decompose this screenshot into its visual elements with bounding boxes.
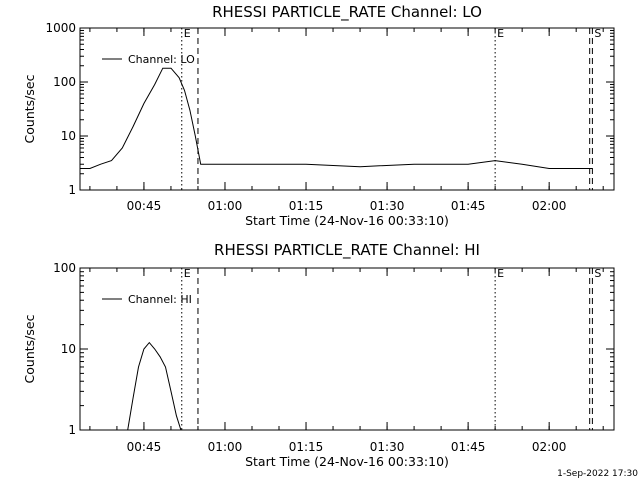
x-axis-label: Start Time (24-Nov-16 00:33:10): [245, 213, 449, 228]
event-marker-label: E: [184, 267, 191, 280]
hi-channel-panel: RHESSI PARTICLE_RATE Channel: HI 1 10 100 00…: [22, 241, 615, 469]
legend-label: Channel: LO: [128, 53, 195, 66]
x-tick-label: 00:45: [127, 199, 162, 213]
x-tick-label: 01:30: [370, 199, 405, 213]
x-tick-label: 02:00: [532, 199, 567, 213]
chart-title: RHESSI PARTICLE_RATE Channel: LO: [212, 3, 482, 22]
event-marker-label: E: [497, 267, 504, 280]
y-tick-label: 10: [61, 129, 76, 143]
x-tick-label: 01:45: [451, 440, 486, 454]
x-tick-label: 01:00: [208, 199, 243, 213]
data-series-line: [80, 67, 593, 169]
event-marker-label: S: [594, 27, 601, 40]
x-tick-label: 01:30: [370, 440, 405, 454]
x-tick-label: 01:15: [289, 440, 324, 454]
event-marker-label: S: [594, 267, 601, 280]
event-marker-label: E: [184, 27, 191, 40]
y-tick-label: 10: [61, 342, 76, 356]
lo-channel-panel: RHESSI PARTICLE_RATE Channel: LO 1 10 100 10…: [22, 3, 615, 228]
y-tick-label: 1: [68, 423, 76, 437]
y-axis-label: Counts/sec: [22, 74, 37, 143]
y-tick-label: 1000: [45, 21, 76, 35]
data-series-line: [127, 341, 182, 431]
y-tick-label: 100: [53, 261, 76, 275]
event-marker-label: E: [497, 27, 504, 40]
y-axis-label: Counts/sec: [22, 314, 37, 383]
x-tick-label: 01:15: [289, 199, 324, 213]
footer-timestamp: 1-Sep-2022 17:30: [557, 469, 638, 479]
legend-label: Channel: HI: [128, 293, 192, 306]
x-tick-label: 02:00: [532, 440, 567, 454]
x-tick-label: 01:45: [451, 199, 486, 213]
y-tick-label: 100: [53, 75, 76, 89]
x-axis-label: Start Time (24-Nov-16 00:33:10): [245, 454, 449, 469]
x-tick-label: 01:00: [208, 440, 243, 454]
x-tick-label: 00:45: [127, 440, 162, 454]
chart-title: RHESSI PARTICLE_RATE Channel: HI: [214, 241, 480, 260]
plot-frame: [79, 27, 615, 191]
y-tick-label: 1: [68, 183, 76, 197]
